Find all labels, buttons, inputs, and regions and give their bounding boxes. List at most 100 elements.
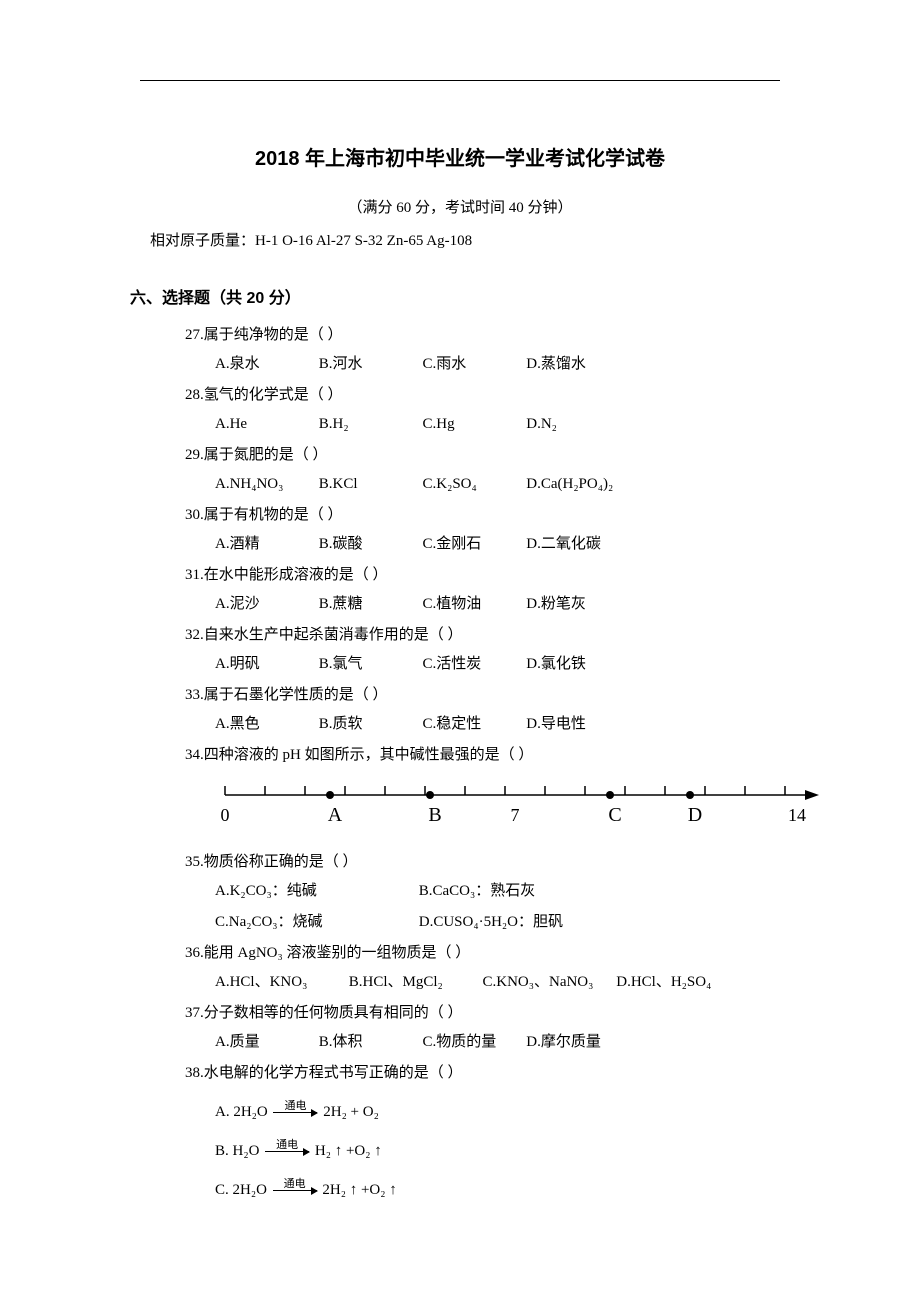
option-b: B.体积 <box>319 1029 419 1056</box>
option-a: A.NH₄NO₃ <box>215 471 315 498</box>
option-c: C.金刚石 <box>423 531 523 558</box>
question-33: 33.属于石墨化学性质的是（ ） A.黑色 B.质软 C.稳定性 D.导电性 <box>130 682 790 738</box>
svg-text:14: 14 <box>788 805 806 825</box>
option-a: A.He <box>215 411 315 438</box>
option-d: D.粉笔灰 <box>526 591 626 618</box>
question-options: C.Na₂CO₃：烧碱 D.CUSO₄·5H₂O：胆矾 <box>185 909 790 936</box>
option-c: C.物质的量 <box>423 1029 523 1056</box>
option-b: B.H₂ <box>319 411 419 438</box>
option-d: D.Ca(H₂PO₄)₂ <box>526 471 626 498</box>
option-d: D.二氧化碳 <box>526 531 626 558</box>
reaction-arrow: 通电 <box>273 1190 317 1191</box>
option-c: C.植物油 <box>423 591 523 618</box>
equation-a: A. 2H₂O 通电 2H₂ + O₂ <box>130 1099 790 1126</box>
option-c: C.活性炭 <box>423 651 523 678</box>
section-heading: 六、选择题（共 20 分） <box>130 285 790 314</box>
eq-right: 2H₂ ↑ +O₂ ↑ <box>322 1182 396 1198</box>
question-32: 32.自来水生产中起杀菌消毒作用的是（ ） A.明矾 B.氯气 C.活性炭 D.… <box>130 622 790 678</box>
option-c: C.KNO₃、NaNO₃ <box>483 969 613 996</box>
eq-left: B. H₂O <box>215 1143 259 1159</box>
option-b: B.碳酸 <box>319 531 419 558</box>
question-options: A.黑色 B.质软 C.稳定性 D.导电性 <box>185 711 790 738</box>
equation-b: B. H₂O 通电 H₂ ↑ +O₂ ↑ <box>130 1138 790 1165</box>
question-options: A.酒精 B.碳酸 C.金刚石 D.二氧化碳 <box>185 531 790 558</box>
question-text: 35.物质俗称正确的是（ ） <box>185 849 790 876</box>
option-d: D.CUSO₄·5H₂O：胆矾 <box>419 909 619 936</box>
option-d: D.N₂ <box>526 411 626 438</box>
option-c: C.雨水 <box>423 351 523 378</box>
question-text: 27.属于纯净物的是（ ） <box>185 322 790 349</box>
question-text: 29.属于氮肥的是（ ） <box>185 442 790 469</box>
eq-left: A. 2H₂O <box>215 1104 268 1120</box>
option-d: D.氯化铁 <box>526 651 626 678</box>
svg-text:C: C <box>608 804 621 826</box>
question-text: 32.自来水生产中起杀菌消毒作用的是（ ） <box>185 622 790 649</box>
question-35: 35.物质俗称正确的是（ ） A.K₂CO₃：纯碱 B.CaCO₃：熟石灰 C.… <box>130 849 790 936</box>
svg-text:0: 0 <box>221 805 230 825</box>
option-a: A.黑色 <box>215 711 315 738</box>
eq-right: 2H₂ + O₂ <box>323 1104 379 1120</box>
question-text: 28.氢气的化学式是（ ） <box>185 382 790 409</box>
question-options: A.NH₄NO₃ B.KCl C.K₂SO₄ D.Ca(H₂PO₄)₂ <box>185 471 790 498</box>
top-divider <box>140 80 780 81</box>
option-a: A.酒精 <box>215 531 315 558</box>
eq-right: H₂ ↑ +O₂ ↑ <box>315 1143 382 1159</box>
question-31: 31.在水中能形成溶液的是（ ） A.泥沙 B.蔗糖 C.植物油 D.粉笔灰 <box>130 562 790 618</box>
option-b: B.KCl <box>319 471 419 498</box>
svg-text:D: D <box>688 804 702 826</box>
question-options: A.质量 B.体积 C.物质的量 D.摩尔质量 <box>185 1029 790 1056</box>
question-options: A.HCl、KNO₃ B.HCl、MgCl₂ C.KNO₃、NaNO₃ D.HC… <box>185 969 790 996</box>
option-d: D.HCl、H₂SO₄ <box>616 969 746 996</box>
question-text: 30.属于有机物的是（ ） <box>185 502 790 529</box>
option-a: A.K₂CO₃：纯碱 <box>215 878 415 905</box>
reaction-arrow: 通电 <box>273 1112 317 1113</box>
exam-info: （满分 60 分，考试时间 40 分钟） <box>130 195 790 222</box>
option-b: B.HCl、MgCl₂ <box>349 969 479 996</box>
page-title: 2018 年上海市初中毕业统一学业考试化学试卷 <box>130 141 790 177</box>
question-29: 29.属于氮肥的是（ ） A.NH₄NO₃ B.KCl C.K₂SO₄ D.Ca… <box>130 442 790 498</box>
question-text: 34.四种溶液的 pH 如图所示，其中碱性最强的是（ ） <box>185 742 790 769</box>
question-text: 37.分子数相等的任何物质具有相同的（ ） <box>185 1000 790 1027</box>
equation-c: C. 2H₂O 通电 2H₂ ↑ +O₂ ↑ <box>130 1177 790 1204</box>
option-c: C.K₂SO₄ <box>423 471 523 498</box>
option-a: A.HCl、KNO₃ <box>215 969 345 996</box>
option-d: D.蒸馏水 <box>526 351 626 378</box>
question-36: 36.能用 AgNO₃ 溶液鉴别的一组物质是（ ） A.HCl、KNO₃ B.H… <box>130 940 790 996</box>
svg-text:7: 7 <box>511 805 520 825</box>
option-c: C.稳定性 <box>423 711 523 738</box>
eq-left: C. 2H₂O <box>215 1182 267 1198</box>
question-37: 37.分子数相等的任何物质具有相同的（ ） A.质量 B.体积 C.物质的量 D… <box>130 1000 790 1056</box>
option-c: C.Hg <box>423 411 523 438</box>
question-options: A.K₂CO₃：纯碱 B.CaCO₃：熟石灰 <box>185 878 790 905</box>
question-27: 27.属于纯净物的是（ ） A.泉水 B.河水 C.雨水 D.蒸馏水 <box>130 322 790 378</box>
question-options: A.泉水 B.河水 C.雨水 D.蒸馏水 <box>185 351 790 378</box>
question-text: 38.水电解的化学方程式书写正确的是（ ） <box>185 1060 790 1087</box>
question-text: 31.在水中能形成溶液的是（ ） <box>185 562 790 589</box>
question-options: A.明矾 B.氯气 C.活性炭 D.氯化铁 <box>185 651 790 678</box>
reaction-arrow: 通电 <box>265 1151 309 1152</box>
question-options: A.泥沙 B.蔗糖 C.植物油 D.粉笔灰 <box>185 591 790 618</box>
question-30: 30.属于有机物的是（ ） A.酒精 B.碳酸 C.金刚石 D.二氧化碳 <box>130 502 790 558</box>
option-b: B.蔗糖 <box>319 591 419 618</box>
question-34: 34.四种溶液的 pH 如图所示，其中碱性最强的是（ ） <box>130 742 790 769</box>
question-text: 36.能用 AgNO₃ 溶液鉴别的一组物质是（ ） <box>185 940 790 967</box>
option-b: B.河水 <box>319 351 419 378</box>
option-d: D.导电性 <box>526 711 626 738</box>
option-b: B.氯气 <box>319 651 419 678</box>
option-d: D.摩尔质量 <box>526 1029 626 1056</box>
option-a: A.质量 <box>215 1029 315 1056</box>
option-a: A.泥沙 <box>215 591 315 618</box>
option-a: A.明矾 <box>215 651 315 678</box>
option-b: B.质软 <box>319 711 419 738</box>
option-a: A.泉水 <box>215 351 315 378</box>
question-text: 33.属于石墨化学性质的是（ ） <box>185 682 790 709</box>
question-options: A.He B.H₂ C.Hg D.N₂ <box>185 411 790 438</box>
option-c: C.Na₂CO₃：烧碱 <box>215 909 415 936</box>
atomic-mass-info: 相对原子质量：H-1 O-16 Al-27 S-32 Zn-65 Ag-108 <box>130 228 790 255</box>
option-b: B.CaCO₃：熟石灰 <box>419 878 619 905</box>
ph-scale-diagram: 0AB7CD14 <box>185 781 790 837</box>
svg-text:B: B <box>428 804 441 826</box>
question-28: 28.氢气的化学式是（ ） A.He B.H₂ C.Hg D.N₂ <box>130 382 790 438</box>
question-38: 38.水电解的化学方程式书写正确的是（ ） <box>130 1060 790 1087</box>
svg-text:A: A <box>328 804 343 826</box>
